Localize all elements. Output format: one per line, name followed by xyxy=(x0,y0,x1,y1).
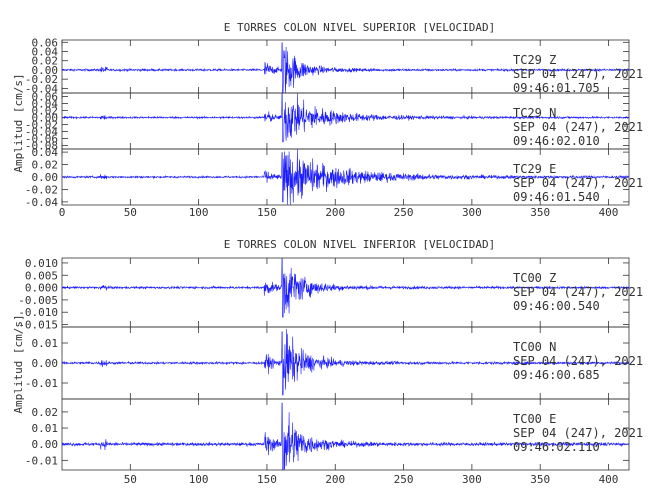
x-tick-label: 250 xyxy=(394,473,414,486)
x-tick-label: 400 xyxy=(599,206,619,219)
station-label: TC29 E xyxy=(513,162,556,176)
time-label: 09:46:00.540 xyxy=(513,299,600,313)
chart-group-2: E TORRES COLON NIVEL INFERIOR [VELOCIDAD… xyxy=(12,238,643,486)
y-tick-label: 0.02 xyxy=(32,159,59,172)
y-tick-label: -0.04 xyxy=(25,126,58,139)
y-tick-label: 0.00 xyxy=(32,171,59,184)
y-tick-label: -0.01 xyxy=(25,454,58,467)
y-tick-label: 0.01 xyxy=(32,422,59,435)
y-tick-label: 0.04 xyxy=(32,98,59,111)
y-tick-label: 0.02 xyxy=(32,406,59,419)
y-tick-label: 0.00 xyxy=(32,357,59,370)
x-tick-label: 350 xyxy=(530,473,550,486)
y-tick-label: 0.04 xyxy=(32,146,59,159)
y-tick-label: -0.04 xyxy=(25,82,58,95)
x-tick-label: 100 xyxy=(189,206,209,219)
x-tick-label: 250 xyxy=(394,206,414,219)
y-tick-label: 0.06 xyxy=(32,91,59,104)
time-label: 09:46:01.540 xyxy=(513,190,600,204)
waveform-trace-z xyxy=(61,258,630,318)
x-tick-label: 300 xyxy=(462,206,482,219)
x-tick-label: 150 xyxy=(257,206,277,219)
y-tick-label: 0.06 xyxy=(32,36,59,49)
x-tick-label: 200 xyxy=(325,473,345,486)
y-tick-label: 0.02 xyxy=(32,55,59,68)
y-tick-label: -0.02 xyxy=(25,73,58,86)
station-label: TC29 N xyxy=(513,106,556,120)
time-label: 09:46:00.685 xyxy=(513,368,600,382)
y-tick-label: 0.010 xyxy=(25,257,58,270)
x-tick-label: 150 xyxy=(257,473,277,486)
x-tick-label: 400 xyxy=(599,473,619,486)
date-label: SEP 04 (247), 2021 xyxy=(513,354,643,368)
date-label: SEP 04 (247), 2021 xyxy=(513,176,643,190)
station-label: TC00 N xyxy=(513,340,556,354)
station-label: TC00 E xyxy=(513,412,556,426)
waveform-trace-e xyxy=(61,149,630,205)
waveform-trace-n xyxy=(61,328,630,396)
panel-n: 0.060.040.020.00-0.02-0.04-0.06-0.08 TC29… xyxy=(25,91,643,153)
panel-frame xyxy=(61,398,630,471)
x-tick-label: 200 xyxy=(325,206,345,219)
y-tick-label: 0.04 xyxy=(32,46,59,59)
chart-title: E TORRES COLON NIVEL INFERIOR [VELOCIDAD… xyxy=(224,238,496,251)
x-tick-label: 50 xyxy=(124,473,137,486)
y-axis-label: Amplitud [cm/s] xyxy=(12,73,25,172)
time-label: 09:46:02.010 xyxy=(513,134,600,148)
time-label: 09:46:02.110 xyxy=(513,440,600,454)
y-tick-label: 0.00 xyxy=(32,112,59,125)
y-tick-label: 0.005 xyxy=(25,269,58,282)
y-tick-label: -0.04 xyxy=(25,196,58,209)
x-tick-label: 0 xyxy=(59,206,66,219)
date-label: SEP 04 (247), 2021 xyxy=(513,285,643,299)
station-label: TC29 Z xyxy=(513,53,556,67)
waveform-trace-z xyxy=(61,42,630,93)
y-axis-label: Amplitud [cm/s] xyxy=(12,314,25,413)
y-tick-label: -0.01 xyxy=(25,377,58,390)
y-tick-label: 0.00 xyxy=(32,64,59,77)
y-tick-label: -0.015 xyxy=(18,319,58,332)
waveform-trace-e xyxy=(61,402,630,470)
x-tick-label: 300 xyxy=(462,473,482,486)
x-tick-label: 50 xyxy=(124,206,137,219)
y-tick-label: -0.010 xyxy=(18,306,58,319)
date-label: SEP 04 (247), 2021 xyxy=(513,426,643,440)
x-tick-label: 100 xyxy=(189,473,209,486)
y-tick-label: -0.06 xyxy=(25,133,58,146)
y-tick-label: -0.08 xyxy=(25,140,58,153)
y-tick-label: 0.00 xyxy=(32,438,59,451)
chart-group-1: E TORRES COLON NIVEL SUPERIOR [VELOCIDAD… xyxy=(12,21,643,219)
y-tick-label: -0.005 xyxy=(18,294,58,307)
waveform-trace-n xyxy=(61,93,630,143)
y-tick-label: 0.02 xyxy=(32,105,59,118)
chart-title: E TORRES COLON NIVEL SUPERIOR [VELOCIDAD… xyxy=(224,21,496,34)
time-label: 09:46:01.705 xyxy=(513,81,600,95)
y-tick-label: -0.02 xyxy=(25,183,58,196)
y-tick-label: 0.000 xyxy=(25,282,58,295)
x-tick-label: 350 xyxy=(530,206,550,219)
y-tick-label: 0.01 xyxy=(32,337,59,350)
y-tick-label: -0.02 xyxy=(25,119,58,132)
station-label: TC00 Z xyxy=(513,271,556,285)
date-label: SEP 04 (247), 2021 xyxy=(513,120,643,134)
date-label: SEP 04 (247), 2021 xyxy=(513,67,643,81)
